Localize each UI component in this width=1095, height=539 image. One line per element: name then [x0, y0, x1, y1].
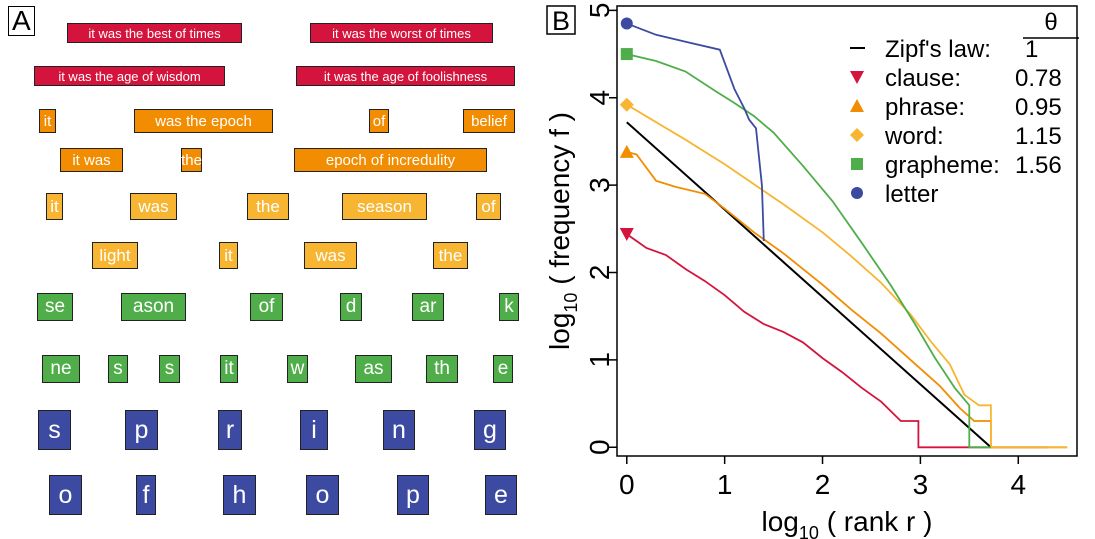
word-block: of — [476, 193, 501, 220]
word-line — [626, 103, 1068, 449]
phrase-block: belief — [463, 109, 515, 133]
legend-theta-value: 0.95 — [1015, 94, 1062, 121]
letter-block: o — [49, 475, 82, 515]
phrase-block: epoch of incredulity — [294, 148, 487, 172]
plot-frame — [616, 5, 1078, 457]
phrase-line — [626, 151, 1068, 449]
legend-theta-value: 1.56 — [1015, 152, 1062, 179]
legend-marker — [851, 158, 863, 170]
clause-line — [626, 233, 1048, 449]
grapheme-block: d — [340, 293, 362, 321]
word-block: it — [219, 242, 238, 269]
letter-block: i — [300, 410, 328, 450]
y-tick-label: 0 — [584, 439, 615, 455]
series-group — [619, 17, 1068, 449]
clause-block: it was the best of times — [67, 23, 242, 43]
grapheme-block: s — [159, 355, 180, 383]
word-block: was — [304, 242, 357, 269]
legend-label: word: — [884, 123, 944, 150]
clause-block: it was the age of wisdom — [34, 66, 225, 86]
legend-theta-value: 1.15 — [1015, 123, 1062, 150]
grapheme-line — [626, 53, 991, 449]
phrase-block: it — [39, 109, 56, 133]
legend-marker — [850, 128, 864, 142]
legend-label: letter — [885, 181, 938, 208]
legend-label: clause: — [885, 65, 961, 92]
legend-marker — [850, 99, 864, 112]
word-block: the — [433, 242, 468, 269]
legend-marker — [850, 71, 864, 84]
y-tick-label: 2 — [584, 265, 615, 281]
y-tick-label: 3 — [584, 177, 615, 193]
x-tick-label: 1 — [717, 469, 733, 500]
x-tick-label: 2 — [815, 469, 831, 500]
letter-block: h — [223, 475, 256, 515]
clause-start-marker — [619, 228, 634, 242]
grapheme-block: e — [493, 355, 513, 383]
panel-a-label: A — [8, 6, 35, 36]
legend-theta-value: 0.78 — [1015, 65, 1062, 92]
letter-block: e — [485, 475, 517, 515]
letter-block: r — [218, 410, 242, 450]
grapheme-block: ne — [42, 355, 80, 383]
letter-block: n — [383, 410, 415, 450]
grapheme-start-marker — [620, 48, 633, 61]
x-tick-label: 0 — [619, 469, 635, 500]
letter-start-marker — [620, 17, 633, 30]
panel-b-label: B — [552, 6, 570, 36]
word-block: was — [130, 193, 177, 220]
panel-b-label-box — [546, 5, 576, 35]
phrase-start-marker — [619, 144, 634, 158]
grapheme-block: ason — [121, 293, 186, 321]
legend-marker — [851, 187, 863, 199]
grapheme-block: w — [287, 355, 308, 383]
grapheme-block: k — [499, 293, 519, 321]
legend: θ Zipf's law: 1 clause: 0.78 phrase: 0.95 word:… — [850, 9, 1079, 208]
legend-label: phrase: — [885, 94, 965, 121]
word-block: season — [342, 193, 427, 220]
phrase-block: the — [181, 148, 202, 172]
grapheme-block: th — [426, 355, 458, 383]
y-tick-label: 1 — [584, 352, 615, 368]
grapheme-block: s — [108, 355, 128, 383]
word-block: the — [247, 193, 289, 220]
grapheme-block: se — [37, 293, 73, 321]
y-tick-label: 4 — [584, 90, 615, 106]
x-tick-label: 3 — [913, 469, 929, 500]
x-axis-label: log10 ( rank r ) — [762, 506, 933, 539]
letter-block: p — [125, 410, 158, 450]
zipf-line — [626, 121, 992, 449]
letter-block: f — [136, 475, 156, 515]
legend-theta-header: θ — [1044, 9, 1057, 36]
y-axis-label: log10 ( frequency f ) — [545, 112, 581, 350]
phrase-block: of — [369, 109, 389, 133]
phrase-block: was the epoch — [134, 109, 273, 133]
grapheme-block: it — [220, 355, 238, 383]
letter-block: o — [306, 475, 339, 515]
word-block: it — [46, 193, 63, 220]
letter-line — [626, 22, 765, 242]
clause-block: it was the age of foolishness — [296, 66, 515, 86]
phrase-block: it was — [60, 148, 123, 172]
legend-label: grapheme: — [885, 152, 1000, 179]
word-block: light — [92, 242, 138, 269]
chart-b: 0 1 2 3 4 0 1 2 3 4 5 log10 ( rank r ) log10 ( frequ… — [545, 3, 1079, 539]
word-start-marker — [619, 97, 634, 112]
panel-a: A it was the best of times it was the wor… — [0, 0, 530, 539]
grapheme-block: of — [250, 293, 283, 321]
letter-block: s — [38, 410, 71, 450]
legend-theta-value: 1 — [1025, 36, 1038, 63]
y-tick-label: 5 — [584, 3, 615, 19]
legend-label: Zipf's law: — [885, 36, 991, 63]
x-tick-label: 4 — [1010, 469, 1026, 500]
letter-block: p — [397, 475, 429, 515]
grapheme-block: as — [355, 355, 392, 383]
grapheme-block: ar — [412, 293, 444, 321]
letter-block: g — [474, 410, 506, 450]
clause-block: it was the worst of times — [310, 23, 493, 43]
axes: 0 1 2 3 4 0 1 2 3 4 5 log10 ( rank r ) log10 ( frequ… — [545, 3, 1078, 539]
